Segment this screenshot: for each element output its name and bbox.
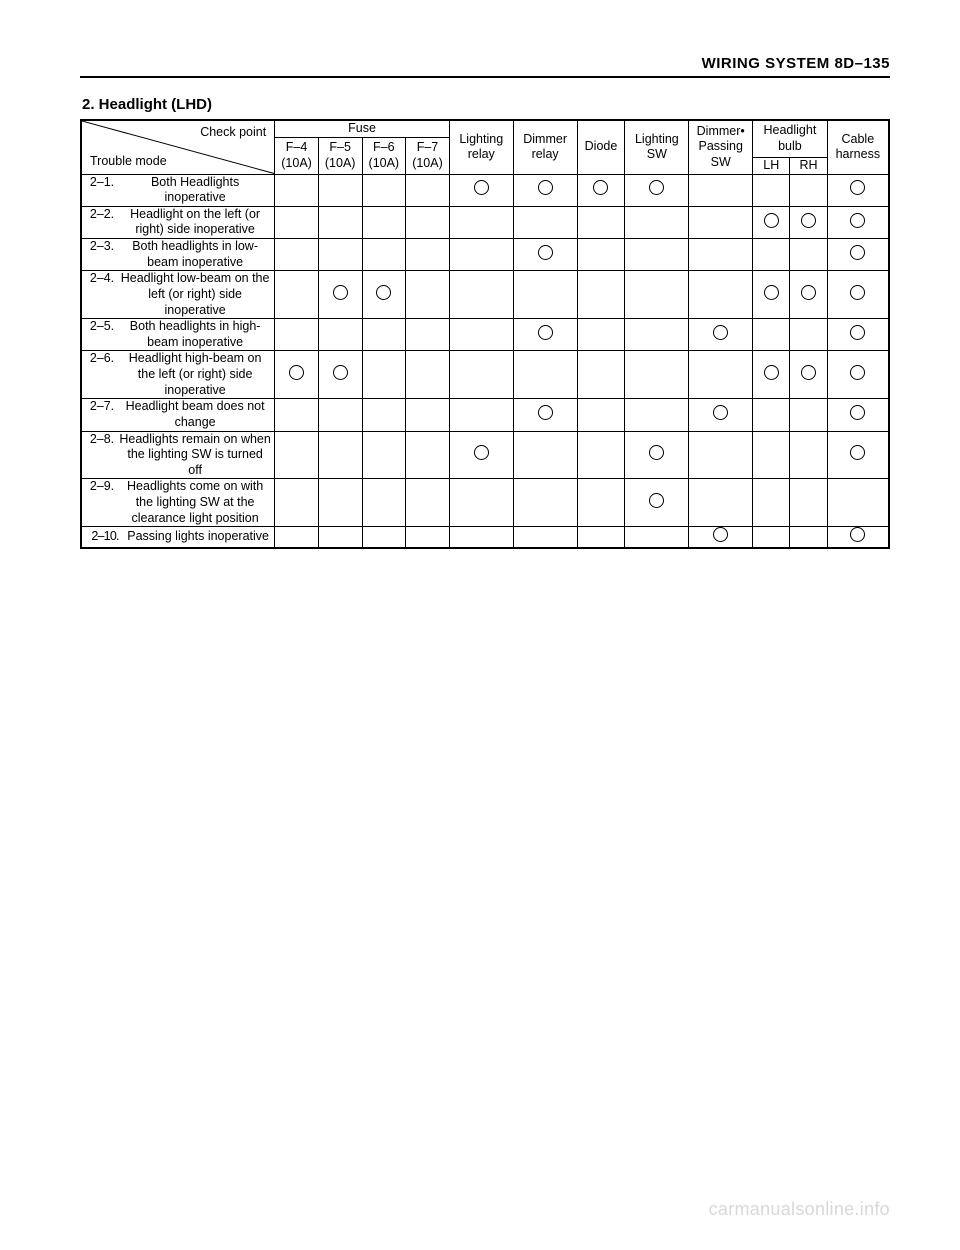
- col-diode: Diode: [577, 120, 625, 174]
- mark-icon: [764, 213, 779, 228]
- mark-icon: [376, 285, 391, 300]
- col-dimmer-passing-sw: Dimmer• Passing SW: [689, 120, 753, 174]
- diagonal-header: Check point Trouble mode: [81, 120, 275, 174]
- fuse-group-header: Fuse: [275, 120, 450, 137]
- mark-icon: [801, 365, 816, 380]
- mark-icon: [713, 325, 728, 340]
- mark-icon: [538, 325, 553, 340]
- mark-icon: [850, 285, 865, 300]
- mark-icon: [333, 285, 348, 300]
- mark-icon: [801, 213, 816, 228]
- page-header: WIRING SYSTEM 8D–135: [80, 55, 890, 72]
- mark-icon: [649, 445, 664, 460]
- mark-icon: [474, 445, 489, 460]
- col-f4: F–4(10A): [275, 137, 319, 174]
- mark-icon: [850, 365, 865, 380]
- watermark: carmanualsonline.info: [709, 1199, 890, 1220]
- col-f5: F–5(10A): [318, 137, 362, 174]
- mark-icon: [713, 405, 728, 420]
- mark-icon: [289, 365, 304, 380]
- col-lh: LH: [753, 157, 790, 174]
- mark-icon: [850, 180, 865, 195]
- table-row: 2–8.Headlights remain on when the lighti…: [81, 431, 889, 479]
- mark-icon: [850, 245, 865, 260]
- mark-icon: [764, 365, 779, 380]
- mark-icon: [850, 445, 865, 460]
- table-row: 2–3.Both headlights in low-beam inoperat…: [81, 239, 889, 271]
- col-headlight-bulb: Headlight bulb: [753, 120, 828, 157]
- table-row: 2–1.Both Headlights inoperative: [81, 174, 889, 206]
- table-row: 2–5.Both headlights in high-beam inopera…: [81, 319, 889, 351]
- mark-icon: [593, 180, 608, 195]
- check-point-label: Check point: [200, 125, 266, 141]
- mark-icon: [538, 180, 553, 195]
- trouble-mode-label: Trouble mode: [90, 154, 167, 170]
- table-row: 2–7.Headlight beam does not change: [81, 399, 889, 431]
- col-f6: F–6(10A): [362, 137, 406, 174]
- mark-icon: [850, 527, 865, 542]
- col-dimmer-relay: Dimmer relay: [513, 120, 577, 174]
- mark-icon: [713, 527, 728, 542]
- table-row: 2–4.Headlight low-beam on the left (or r…: [81, 271, 889, 319]
- mark-icon: [538, 245, 553, 260]
- page-header-rule: WIRING SYSTEM 8D–135: [80, 55, 890, 78]
- section-title: 2. Headlight (LHD): [82, 96, 890, 113]
- mark-icon: [474, 180, 489, 195]
- table-row: 2–2.Headlight on the left (or right) sid…: [81, 206, 889, 238]
- mark-icon: [333, 365, 348, 380]
- mark-icon: [538, 405, 553, 420]
- col-f7: F–7(10A): [406, 137, 450, 174]
- mark-icon: [764, 285, 779, 300]
- table-row: 2–9.Headlights come on with the lighting…: [81, 479, 889, 527]
- mark-icon: [649, 180, 664, 195]
- mark-icon: [850, 213, 865, 228]
- mark-icon: [850, 325, 865, 340]
- diagnostic-table: Check point Trouble mode Fuse Lighting r…: [80, 119, 890, 549]
- col-lighting-sw: Lighting SW: [625, 120, 689, 174]
- col-cable-harness: Cable harness: [827, 120, 889, 174]
- table-row: 2–10.Passing lights inoperative: [81, 527, 889, 548]
- mark-icon: [801, 285, 816, 300]
- table-row: 2–6.Headlight high-beam on the left (or …: [81, 351, 889, 399]
- col-rh: RH: [790, 157, 827, 174]
- col-lighting-relay: Lighting relay: [449, 120, 513, 174]
- mark-icon: [649, 493, 664, 508]
- mark-icon: [850, 405, 865, 420]
